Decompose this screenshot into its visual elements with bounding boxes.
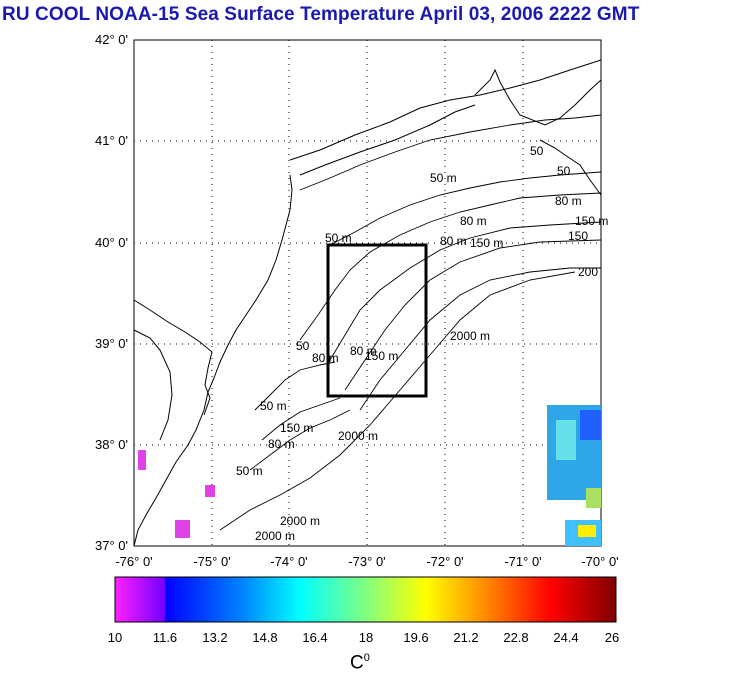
colorbar-unit-letter: C [350,652,364,674]
lon-tick: -70° 0' [581,554,618,569]
study-area-box [326,243,428,398]
contour-label: 150 m [575,214,608,228]
lon-tick: -71° 0' [504,554,541,569]
colorbar-tick: 11.6 [153,630,177,645]
contour-label: 2000 m [450,329,490,343]
colorbar-tick: 16.4 [302,630,327,645]
lat-tick: 42° 0' [95,32,128,47]
graticule [134,40,601,546]
colorbar-tick: 10 [108,630,122,645]
colorbar-tick: 26 [605,630,619,645]
lon-tick: -73° 0' [348,554,385,569]
colorbar [114,576,617,623]
colorbar-tick: 18 [359,630,373,645]
contour-label: 80 m [440,234,467,248]
contour-label: 150 m [470,236,503,250]
lon-tick: -76° 0' [115,554,152,569]
contour-label: 80 m [268,437,295,451]
contour-labels: 50 m 50 m 80 m 80 m 150 m 50 50 80 m 150… [236,144,608,543]
lat-tick: 41° 0' [95,133,128,148]
lon-axis-labels: -76° 0' -75° 0' -74° 0' -73° 0' -72° 0' … [115,554,618,569]
lat-tick: 39° 0' [95,336,128,351]
contour-label: 150 [568,229,588,243]
lat-tick: 37° 0' [95,538,128,553]
lon-tick: -74° 0' [270,554,307,569]
lat-tick: 40° 0' [95,235,128,250]
contour-label: 50 [530,144,544,158]
colorbar-tick: 19.6 [403,630,428,645]
contour-label: 150 m [280,421,313,435]
lon-tick: -75° 0' [193,554,230,569]
colorbar-tick: 22.8 [503,630,528,645]
contour-label: 150 m [365,349,398,363]
contour-label: 80 m [555,194,582,208]
contour-label: 50 m [430,171,457,185]
lat-tick: 38° 0' [95,437,128,452]
colorbar-labels: 10 11.6 13.2 14.8 16.4 18 19.6 21.2 22.8… [108,630,619,645]
sst-pixels [138,405,601,546]
map-title: RU COOL NOAA-15 Sea Surface Temperature … [2,4,640,25]
contour-label: 50 m [325,231,352,245]
bathymetry-contours [219,114,602,531]
contour-label: 2000 m [280,514,320,528]
contour-label: 2000 m [338,429,378,443]
lat-axis-labels: 42° 0' 41° 0' 40° 0' 39° 0' 38° 0' 37° 0… [95,32,128,553]
contour-label: 80 m [460,214,487,228]
lon-tick: -72° 0' [426,554,463,569]
contour-label: 80 m [312,351,339,365]
contour-label: 2000 m [255,529,295,543]
contour-label: 80 m [350,344,377,358]
colorbar-unit-superscript: 0 [363,652,370,664]
colorbar-tick: 24.4 [553,630,578,645]
contour-label: 50 m [236,464,263,478]
coastline [133,59,602,547]
contour-label: 50 [557,164,571,178]
contour-label: 50 [296,339,310,353]
contour-label: 200 [578,265,598,279]
contour-label: 50 m [260,399,287,413]
colorbar-unit: C0 [350,652,370,674]
colorbar-tick: 14.8 [252,630,277,645]
colorbar-tick: 13.2 [202,630,227,645]
colorbar-tick: 21.2 [453,630,478,645]
